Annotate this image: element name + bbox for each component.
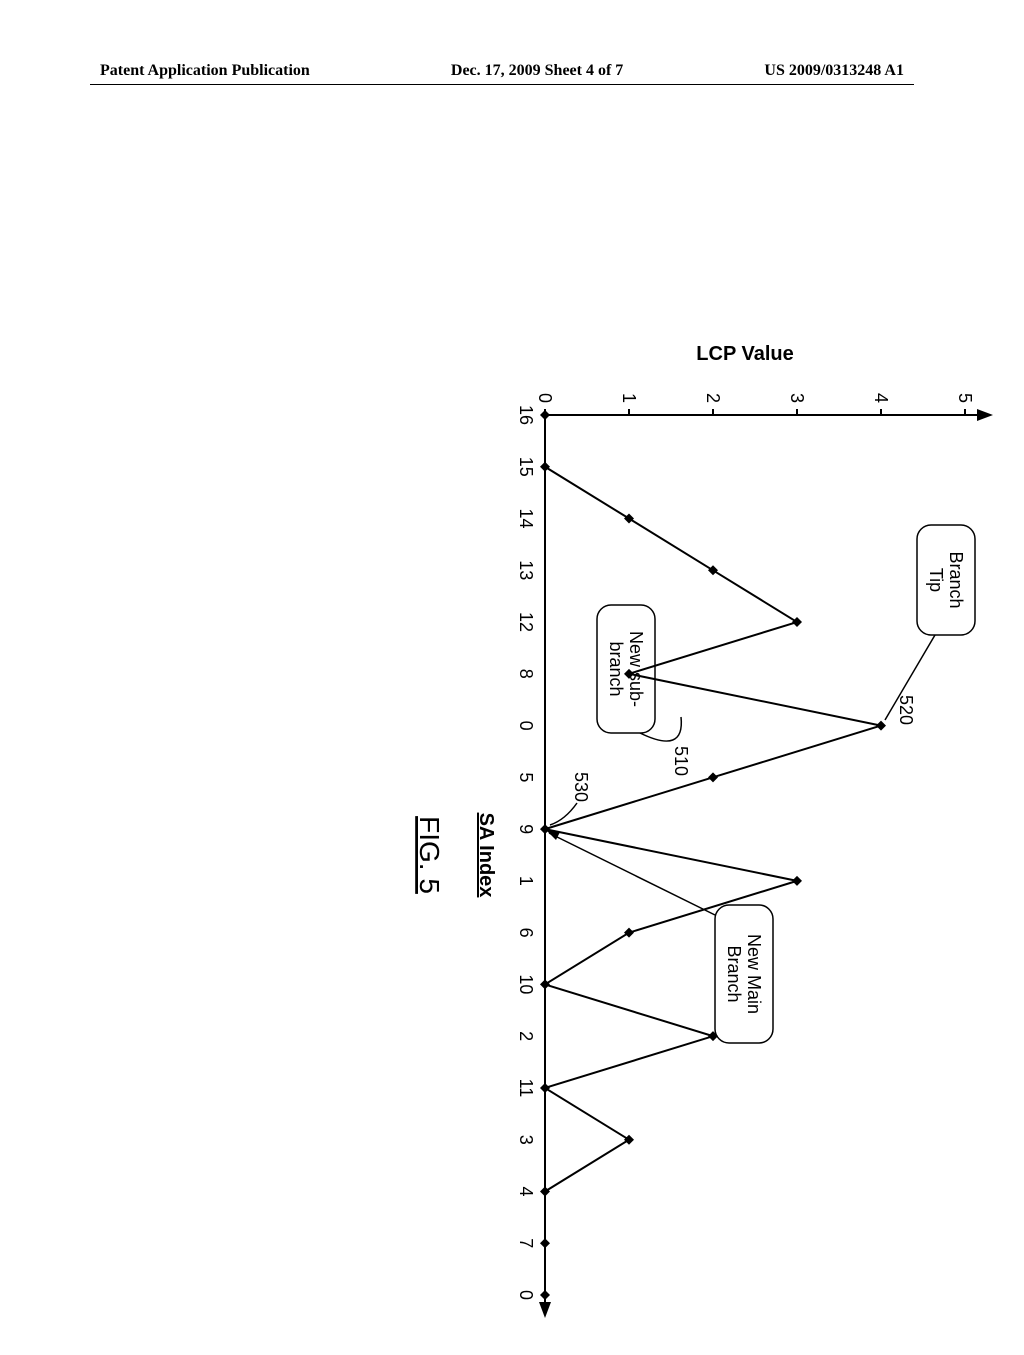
header-rule bbox=[90, 84, 914, 85]
svg-text:6: 6 bbox=[516, 928, 536, 938]
y-axis-arrow bbox=[977, 409, 993, 421]
callout-new-main-branch: New Main Branch 530 bbox=[545, 772, 773, 1043]
svg-text:16: 16 bbox=[516, 405, 536, 425]
svg-text:7: 7 bbox=[516, 1238, 536, 1248]
callout-branch-tip: Branch Tip 520 bbox=[885, 525, 975, 725]
header-left: Patent Application Publication bbox=[100, 62, 310, 80]
svg-text:12: 12 bbox=[516, 612, 536, 632]
chart-rotated-container: 0 1 2 3 4 5 LCP Value bbox=[15, 325, 1024, 1025]
svg-text:8: 8 bbox=[516, 669, 536, 679]
svg-text:3: 3 bbox=[787, 393, 807, 403]
header-center: Dec. 17, 2009 Sheet 4 of 7 bbox=[451, 62, 623, 80]
svg-text:0: 0 bbox=[535, 393, 555, 403]
svg-text:5: 5 bbox=[955, 393, 975, 403]
svg-text:0: 0 bbox=[516, 1290, 536, 1300]
svg-text:Branch: Branch bbox=[724, 945, 744, 1002]
svg-text:branch: branch bbox=[606, 641, 626, 696]
x-axis-label: SA Index bbox=[475, 813, 497, 898]
svg-text:2: 2 bbox=[703, 393, 723, 403]
svg-text:Tip: Tip bbox=[926, 568, 946, 592]
ref-510: 510 bbox=[671, 746, 691, 776]
ref-520: 520 bbox=[896, 695, 916, 725]
svg-text:4: 4 bbox=[871, 393, 891, 403]
header-right: US 2009/0313248 A1 bbox=[764, 62, 904, 80]
svg-text:5: 5 bbox=[516, 772, 536, 782]
callout-new-sub-branch: New sub- branch 510 bbox=[597, 605, 691, 776]
svg-text:0: 0 bbox=[516, 721, 536, 731]
svg-text:10: 10 bbox=[516, 974, 536, 994]
lcp-chart: 0 1 2 3 4 5 LCP Value bbox=[345, 325, 1024, 1355]
figure-label: FIG. 5 bbox=[414, 816, 445, 894]
x-tick-labels: 16 15 14 13 12 8 0 5 9 1 6 10 2 11 3 4 7… bbox=[516, 405, 536, 1300]
y-axis-label: LCP Value bbox=[696, 343, 793, 365]
svg-text:11: 11 bbox=[516, 1079, 536, 1098]
ref-530: 530 bbox=[571, 772, 591, 802]
svg-text:14: 14 bbox=[516, 509, 536, 529]
y-ticks: 0 1 2 3 4 5 bbox=[535, 393, 975, 415]
svg-text:13: 13 bbox=[516, 560, 536, 580]
lcp-line bbox=[545, 415, 881, 1295]
svg-text:15: 15 bbox=[516, 457, 536, 477]
svg-text:9: 9 bbox=[516, 824, 536, 834]
svg-text:3: 3 bbox=[516, 1135, 536, 1145]
x-axis-arrow bbox=[539, 1302, 551, 1318]
page-header: Patent Application Publication Dec. 17, … bbox=[0, 62, 1024, 80]
svg-text:4: 4 bbox=[516, 1186, 536, 1196]
svg-text:2: 2 bbox=[516, 1031, 536, 1041]
svg-text:New Main: New Main bbox=[744, 934, 764, 1014]
svg-text:1: 1 bbox=[619, 393, 639, 403]
svg-text:1: 1 bbox=[516, 876, 536, 886]
svg-text:New sub-: New sub- bbox=[626, 631, 646, 707]
svg-text:Branch: Branch bbox=[946, 551, 966, 608]
